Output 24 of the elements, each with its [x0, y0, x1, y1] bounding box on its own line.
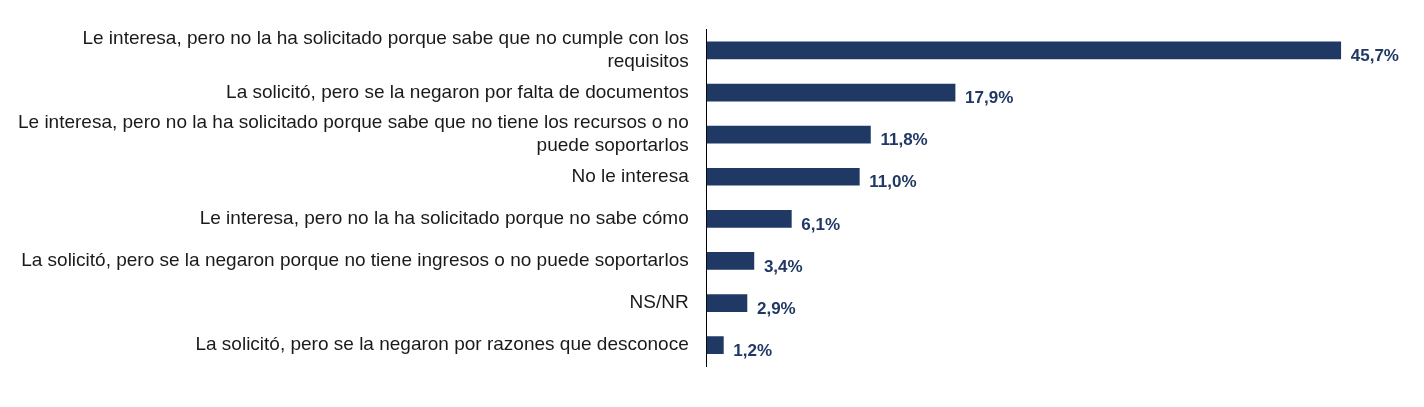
y-tick-label: No le interesa: [571, 164, 690, 186]
bar: [706, 252, 755, 270]
bar: [706, 41, 1342, 60]
bar: [706, 210, 792, 228]
data-label: 3,4%: [763, 256, 803, 276]
bar: [706, 294, 748, 312]
y-tick-label: NS/NR: [629, 291, 689, 313]
bar: [706, 125, 871, 144]
data-label: 11,0%: [869, 172, 917, 192]
y-tick-label: La solicitó, pero se la negaron porque no tiene ingresos o no puede soportarlos: [21, 249, 689, 271]
data-label: 17,9%: [965, 88, 1014, 108]
data-label: 2,9%: [756, 298, 796, 318]
data-label: 6,1%: [801, 214, 841, 234]
data-label: 45,7%: [1350, 46, 1399, 66]
data-label: 1,2%: [733, 340, 773, 360]
bar: [706, 336, 724, 354]
bar: [706, 83, 956, 102]
y-tick-label: La solicitó, pero se la negaron por razones que desconoce: [195, 333, 689, 355]
y-tick-label: Le interesa, pero no la ha solicitado porque no sabe cómo: [199, 207, 689, 229]
bar: [706, 167, 860, 186]
y-tick-label: La solicitó, pero se la negaron por falta de documentos: [226, 80, 689, 102]
y-tick-label: Le interesa, pero no la ha solicitado porque sabe que no cumple con los requisitos: [82, 27, 689, 72]
data-label: 11,8%: [880, 130, 928, 150]
y-tick-label: Le interesa, pero no la ha solicitado porque sabe que no tiene los recursos o no puede soportarlos: [17, 111, 689, 156]
